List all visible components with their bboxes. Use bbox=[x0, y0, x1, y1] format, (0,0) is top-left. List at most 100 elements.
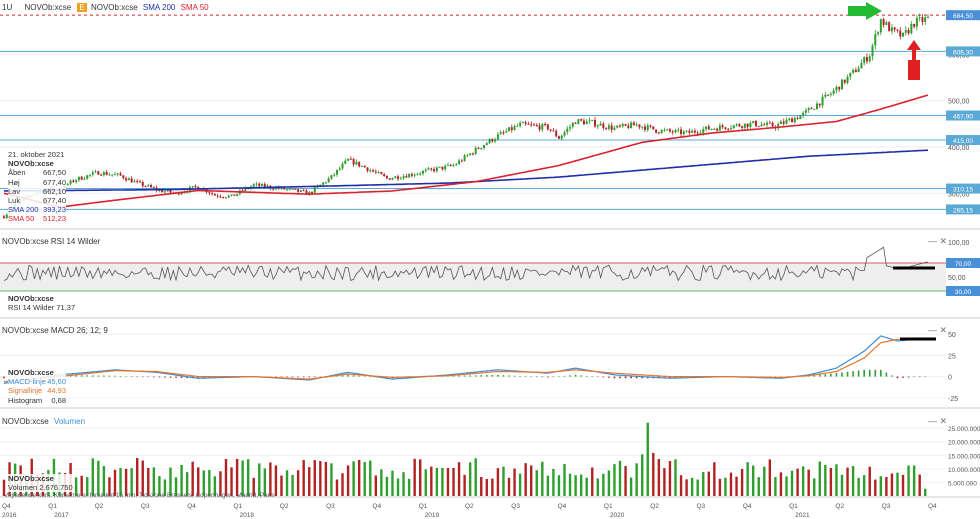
volume-bar bbox=[185, 472, 189, 496]
candle-body bbox=[286, 189, 289, 191]
candle-body bbox=[779, 121, 782, 125]
candle-body bbox=[410, 174, 413, 176]
symbol-label-2: NOVOb:xcse bbox=[90, 3, 138, 12]
candle-body bbox=[585, 121, 588, 125]
candle-body bbox=[452, 165, 455, 167]
candle-body bbox=[682, 131, 685, 135]
candle-body bbox=[341, 163, 344, 169]
macd-histogram-bar bbox=[363, 376, 366, 377]
sma200-legend[interactable]: SMA 200 bbox=[142, 3, 176, 12]
symbol-label: NOVOb:xcse bbox=[24, 3, 72, 12]
candle-body bbox=[871, 45, 874, 57]
x-quarter-label: Q2 bbox=[465, 503, 474, 510]
rsi-info-value: RSI 14 Wilder 71,37 bbox=[8, 303, 76, 313]
candle-body bbox=[868, 56, 871, 62]
candle-body bbox=[732, 125, 735, 128]
volume-bar bbox=[341, 473, 344, 496]
candle-body bbox=[888, 22, 891, 32]
macd-histogram-bar bbox=[275, 376, 277, 378]
x-year-label: 2021 bbox=[795, 512, 810, 519]
volume-bar bbox=[729, 472, 733, 496]
candle-body bbox=[807, 108, 810, 111]
candle-body bbox=[169, 189, 172, 193]
volume-bar bbox=[130, 468, 133, 496]
volume-tick-label: 5.000.000 bbox=[948, 480, 977, 487]
volume-bar bbox=[890, 473, 894, 496]
candle-body bbox=[377, 172, 380, 174]
macd-histogram-bar bbox=[197, 376, 200, 379]
interval-label[interactable]: 1U bbox=[2, 3, 13, 12]
volume-bar bbox=[535, 470, 538, 496]
candle-body bbox=[352, 158, 355, 165]
macd-minimize-icon[interactable]: — ✕ bbox=[928, 325, 948, 335]
candle-body bbox=[857, 68, 860, 73]
macd-histogram-bar bbox=[308, 376, 311, 378]
candle-body bbox=[874, 34, 877, 46]
candle-body bbox=[594, 120, 597, 127]
macd-histogram-bar bbox=[563, 375, 566, 377]
candle-body bbox=[621, 124, 624, 127]
volume-bar bbox=[396, 478, 400, 496]
info-label: Luk bbox=[8, 196, 21, 206]
candle-body bbox=[752, 121, 755, 123]
macd-info-value: 44,93 bbox=[47, 386, 66, 396]
candle-body bbox=[571, 122, 574, 127]
macd-histogram-bar bbox=[297, 376, 299, 378]
candle-body bbox=[782, 121, 785, 124]
volume-bar bbox=[208, 470, 211, 496]
macd-info-value: 45,60 bbox=[47, 377, 66, 387]
candle-body bbox=[233, 194, 236, 196]
macd-histogram-bar bbox=[630, 376, 632, 379]
sma50-legend[interactable]: SMA 50 bbox=[180, 3, 209, 12]
candle-body bbox=[116, 173, 119, 175]
volume-bar bbox=[308, 467, 311, 496]
candle-body bbox=[818, 103, 821, 106]
volume-bar bbox=[202, 470, 205, 496]
x-quarter-label: Q4 bbox=[743, 503, 752, 510]
macd-histogram-bar bbox=[508, 375, 510, 377]
volume-header: NOVOb:xcse Volumen bbox=[2, 417, 85, 426]
candle-body bbox=[394, 176, 397, 179]
earnings-badge[interactable]: E bbox=[77, 3, 87, 12]
volume-bar bbox=[391, 470, 394, 496]
candle-body bbox=[141, 181, 144, 187]
volume-bar bbox=[713, 462, 716, 496]
info-label: Åben bbox=[8, 168, 26, 178]
macd-histogram-bar bbox=[313, 376, 316, 378]
volume-bar bbox=[357, 459, 361, 496]
macd-histogram-bar bbox=[130, 376, 133, 377]
volume-bar bbox=[363, 462, 366, 496]
x-quarter-label: Q3 bbox=[141, 503, 150, 510]
macd-tick-label: 0 bbox=[948, 375, 952, 382]
macd-histogram-bar bbox=[541, 376, 544, 378]
price-level-tag bbox=[946, 110, 980, 121]
volume-bar bbox=[518, 473, 522, 496]
volume-bar bbox=[407, 478, 411, 496]
macd-histogram-bar bbox=[902, 376, 904, 378]
macd-histogram-bar bbox=[164, 376, 166, 378]
candle-body bbox=[277, 187, 280, 189]
candle-body bbox=[513, 126, 516, 131]
candle-body bbox=[374, 171, 377, 173]
macd-histogram-bar bbox=[97, 375, 100, 377]
volume-label[interactable]: Volumen bbox=[53, 417, 86, 426]
volume-minimize-icon[interactable]: — ✕ bbox=[928, 416, 948, 426]
candle-body bbox=[330, 175, 333, 179]
candle-body bbox=[680, 129, 683, 135]
volume-bar bbox=[657, 459, 661, 496]
volume-bar bbox=[219, 471, 222, 496]
candle-body bbox=[441, 166, 444, 170]
macd-histogram-bar bbox=[585, 375, 588, 377]
rsi-minimize-icon[interactable]: — ✕ bbox=[928, 236, 948, 246]
macd-histogram-bar bbox=[141, 376, 144, 378]
macd-histogram-bar bbox=[547, 376, 549, 378]
candle-body bbox=[643, 126, 646, 130]
volume-tick-label: 10.000.000 bbox=[948, 467, 980, 474]
rsi-level-label: 30,00 bbox=[955, 289, 972, 296]
macd-histogram-bar bbox=[202, 376, 205, 379]
x-quarter-label: Q2 bbox=[835, 503, 844, 510]
macd-histogram-bar bbox=[624, 376, 627, 379]
candle-body bbox=[829, 93, 832, 95]
candle-body bbox=[741, 126, 744, 128]
